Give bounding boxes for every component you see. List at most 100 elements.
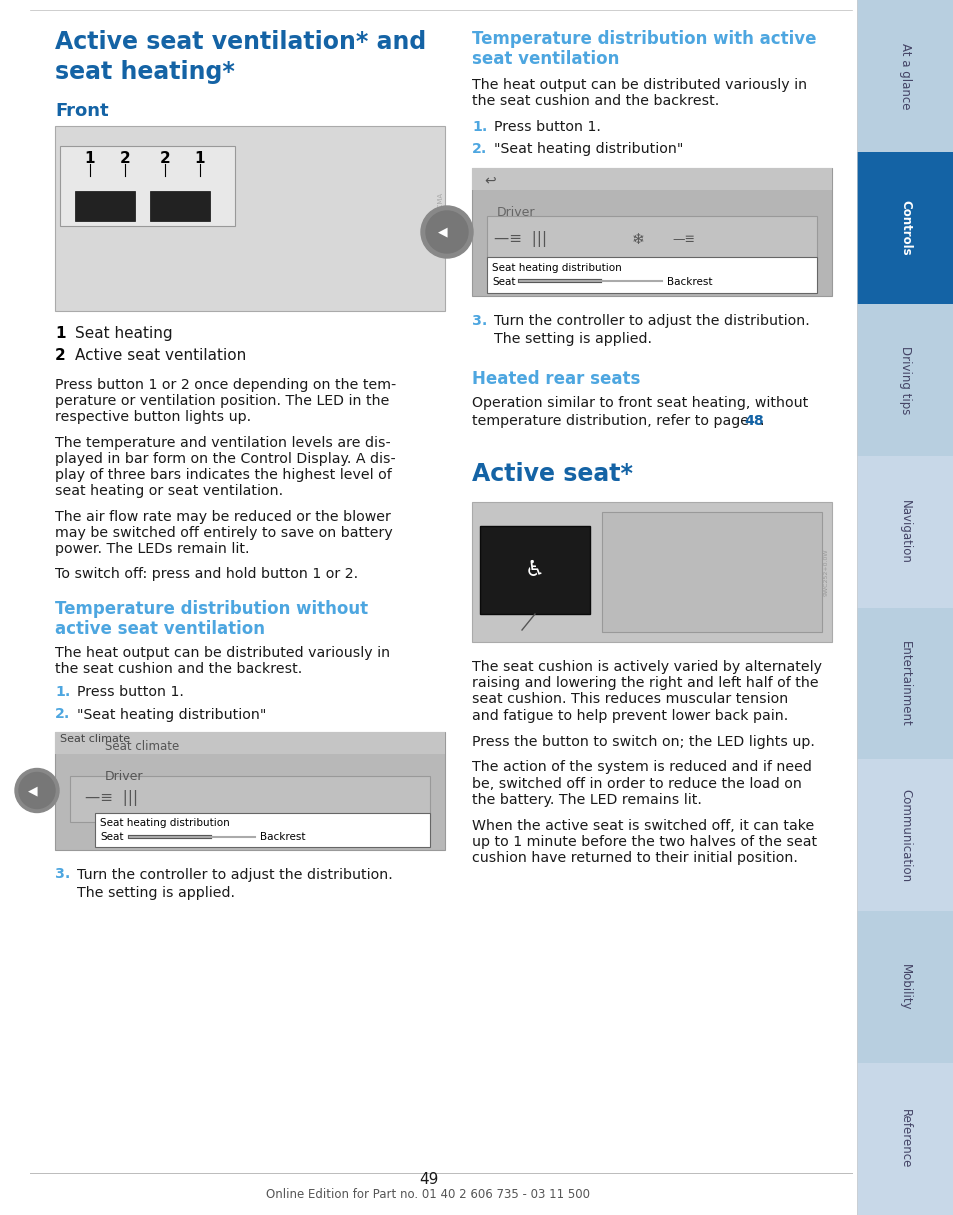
Bar — [856, 456, 953, 608]
Bar — [57, 735, 75, 751]
Bar — [472, 502, 831, 642]
Text: Temperature distribution with active: Temperature distribution with active — [472, 30, 816, 49]
Circle shape — [420, 207, 473, 258]
Text: The air flow rate may be reduced or the blower
may be switched off entirely to s: The air flow rate may be reduced or the … — [55, 509, 393, 556]
Text: To switch off: press and hold button 1 or 2.: To switch off: press and hold button 1 o… — [55, 567, 357, 581]
Text: 48: 48 — [743, 414, 763, 428]
Bar — [486, 258, 816, 293]
Text: Driver: Driver — [105, 769, 143, 782]
Text: —≡: —≡ — [671, 232, 695, 245]
Bar — [856, 1063, 953, 1215]
Text: MA0363S9CMA: MA0363S9CMA — [436, 192, 442, 245]
Text: 1: 1 — [85, 151, 95, 166]
Text: Controls: Controls — [898, 200, 911, 255]
Bar — [486, 216, 816, 262]
Text: ◀: ◀ — [437, 226, 447, 238]
Text: Press button 1 or 2 once depending on the tem-
perature or ventilation position.: Press button 1 or 2 once depending on th… — [55, 378, 395, 424]
Bar — [856, 911, 953, 1063]
Text: The setting is applied.: The setting is applied. — [494, 332, 651, 346]
Text: 2: 2 — [119, 151, 131, 166]
Text: Mobility: Mobility — [898, 963, 911, 1011]
Circle shape — [15, 769, 59, 813]
Text: 1: 1 — [194, 151, 205, 166]
Bar — [856, 608, 953, 759]
Text: Driving tips: Driving tips — [898, 345, 911, 414]
Text: The seat cushion is actively varied by alternately
raising and lowering the righ: The seat cushion is actively varied by a… — [472, 660, 821, 723]
Text: Seat heating: Seat heating — [75, 326, 172, 341]
Text: 9WC252+0.0W: 9WC252+0.0W — [823, 548, 828, 595]
Text: When the active seat is switched off, it can take
up to 1 minute before the two : When the active seat is switched off, it… — [472, 819, 817, 865]
Bar — [479, 526, 589, 614]
Bar — [856, 152, 953, 304]
Text: The action of the system is reduced and if need
be, switched off in order to red: The action of the system is reduced and … — [472, 761, 811, 807]
Text: Press the button to switch on; the LED lights up.: Press the button to switch on; the LED l… — [472, 735, 814, 748]
Text: 1.: 1. — [472, 120, 487, 134]
Text: Seat heating distribution: Seat heating distribution — [492, 262, 621, 273]
Bar — [95, 813, 430, 847]
Text: active seat ventilation: active seat ventilation — [55, 620, 265, 638]
Text: Seat heating distribution: Seat heating distribution — [100, 819, 230, 829]
Bar — [856, 759, 953, 911]
Text: 1.: 1. — [55, 685, 71, 700]
Text: Online Edition for Part no. 01 40 2 606 735 - 03 11 500: Online Edition for Part no. 01 40 2 606 … — [266, 1188, 590, 1200]
Text: Front: Front — [55, 102, 109, 120]
Text: 2.: 2. — [55, 707, 71, 722]
Text: The heat output can be distributed variously in
the seat cushion and the backres: The heat output can be distributed vario… — [55, 645, 390, 676]
Text: Seat: Seat — [492, 277, 515, 287]
Text: Active seat ventilation* and: Active seat ventilation* and — [55, 30, 426, 53]
Text: The temperature and ventilation levels are dis-
played in bar form on the Contro: The temperature and ventilation levels a… — [55, 435, 395, 498]
Text: Backrest: Backrest — [260, 831, 305, 842]
Circle shape — [19, 773, 55, 808]
Text: Navigation: Navigation — [898, 499, 911, 564]
Text: Seat: Seat — [100, 831, 123, 842]
Text: ♿: ♿ — [524, 560, 544, 580]
Text: Press button 1.: Press button 1. — [77, 685, 184, 700]
Bar — [55, 731, 444, 753]
Text: Backrest: Backrest — [666, 277, 712, 287]
Text: Seat climate: Seat climate — [60, 735, 130, 745]
Bar — [70, 775, 430, 821]
Text: Heated rear seats: Heated rear seats — [472, 371, 639, 388]
Text: seat heating*: seat heating* — [55, 60, 234, 84]
Text: ↩: ↩ — [483, 173, 496, 187]
Bar — [472, 168, 831, 190]
Text: 2: 2 — [55, 347, 66, 363]
Text: Press button 1.: Press button 1. — [494, 120, 600, 134]
Bar — [55, 731, 444, 753]
Text: Communication: Communication — [898, 789, 911, 882]
Text: —≡  |||: —≡ ||| — [85, 791, 138, 807]
Text: Seat climate: Seat climate — [105, 740, 179, 752]
Bar — [60, 146, 234, 226]
Text: ❄: ❄ — [631, 232, 644, 247]
Bar — [856, 0, 953, 152]
Bar — [150, 191, 210, 221]
Bar — [856, 304, 953, 456]
Text: Active seat*: Active seat* — [472, 462, 633, 486]
Text: temperature distribution, refer to page: temperature distribution, refer to page — [472, 414, 753, 428]
Bar — [55, 731, 444, 849]
Text: At a glance: At a glance — [898, 43, 911, 109]
Bar — [75, 191, 135, 221]
Text: The setting is applied.: The setting is applied. — [77, 886, 234, 899]
Bar — [601, 512, 821, 632]
Text: Turn the controller to adjust the distribution.: Turn the controller to adjust the distri… — [77, 868, 393, 882]
Text: "Seat heating distribution": "Seat heating distribution" — [77, 707, 266, 722]
Text: 2: 2 — [159, 151, 171, 166]
Text: Driver: Driver — [497, 207, 535, 219]
Text: "Seat heating distribution": "Seat heating distribution" — [494, 142, 682, 156]
Bar — [55, 126, 444, 311]
Bar — [472, 168, 831, 296]
Text: Active seat ventilation: Active seat ventilation — [75, 347, 246, 363]
Text: 2.: 2. — [472, 142, 487, 156]
Text: .: . — [760, 414, 763, 428]
Text: 1: 1 — [55, 326, 66, 341]
Text: Entertainment: Entertainment — [898, 640, 911, 727]
Text: —≡  |||: —≡ ||| — [494, 231, 547, 247]
Text: Operation similar to front seat heating, without: Operation similar to front seat heating,… — [472, 396, 807, 409]
Text: 49: 49 — [418, 1172, 437, 1187]
Text: The heat output can be distributed variously in
the seat cushion and the backres: The heat output can be distributed vario… — [472, 78, 806, 108]
Text: 3.: 3. — [55, 868, 71, 882]
Text: 3.: 3. — [472, 313, 487, 328]
Text: Temperature distribution without: Temperature distribution without — [55, 599, 368, 617]
Text: Turn the controller to adjust the distribution.: Turn the controller to adjust the distri… — [494, 313, 809, 328]
